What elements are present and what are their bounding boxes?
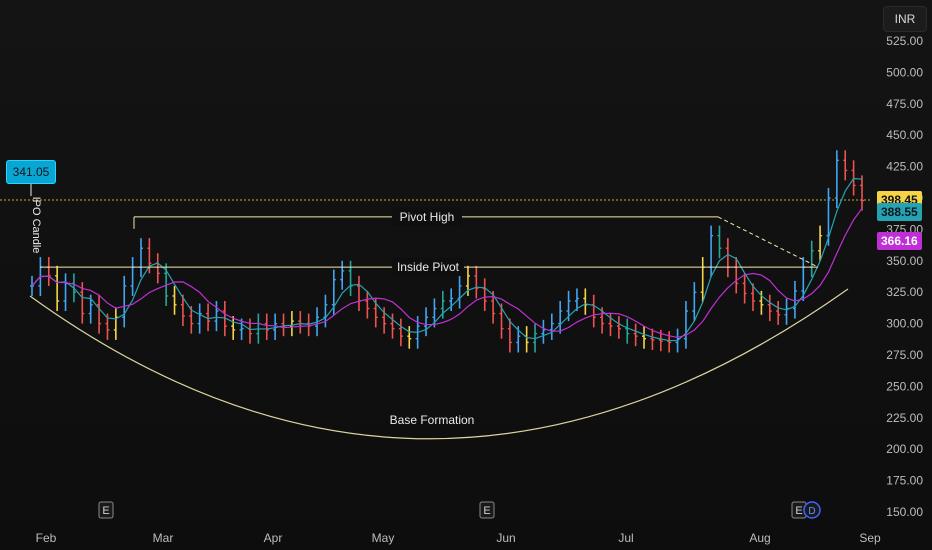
y-tick-label: 500.00 (886, 65, 923, 79)
ipo-price-label: 341.05 (6, 160, 56, 184)
y-tick-label: 175.00 (886, 474, 923, 488)
y-tick-label: 150.00 (886, 505, 923, 519)
x-tick-label: Sep (859, 531, 881, 545)
x-tick-label: May (372, 531, 395, 545)
y-tick-label: 225.00 (886, 411, 923, 425)
earnings-marker-label: E (483, 505, 490, 517)
dividend-marker-label: D (808, 506, 815, 517)
y-tick-label: 425.00 (886, 160, 923, 174)
y-tick-label: 250.00 (886, 379, 923, 393)
x-tick-label: Apr (264, 531, 283, 545)
pivot-high-label-bg (392, 207, 462, 226)
base-formation-label: Base Formation (390, 413, 475, 427)
ipo-candle-label: IPO Candle (30, 197, 42, 254)
earnings-marker (98, 501, 114, 519)
y-tick-label: 450.00 (886, 128, 923, 142)
price-tag: 388.55 (877, 203, 922, 222)
x-tick-label: Jul (618, 531, 633, 545)
y-tick-label: 300.00 (886, 317, 923, 331)
currency-button[interactable]: INR (883, 6, 927, 32)
y-tick-label: 200.00 (886, 442, 923, 456)
base-formation-curve (29, 288, 849, 440)
moving-average-slow (31, 208, 863, 339)
inside-pivot-label: Inside Pivot (397, 260, 460, 274)
x-tick-label: Mar (153, 531, 174, 545)
y-tick-label: 275.00 (886, 348, 923, 362)
x-tick-label: Aug (749, 531, 770, 545)
pivot-trend-line (717, 216, 819, 268)
x-tick-label: Feb (36, 531, 57, 545)
moving-average-fast (31, 177, 863, 342)
earnings-marker (479, 501, 495, 519)
y-tick-label: 525.00 (886, 34, 923, 48)
x-tick-label: Jun (496, 531, 515, 545)
price-tag: 366.16 (877, 231, 922, 250)
y-tick-label: 325.00 (886, 285, 923, 299)
y-tick-label: 350.00 (886, 254, 923, 268)
dividend-marker (803, 501, 821, 519)
pivot-high-label: Pivot High (400, 210, 455, 224)
earnings-marker-label: E (102, 505, 109, 517)
earnings-marker-label: E (795, 505, 802, 517)
y-tick-label: 475.00 (886, 97, 923, 111)
inside-pivot-label-bg (392, 258, 464, 277)
